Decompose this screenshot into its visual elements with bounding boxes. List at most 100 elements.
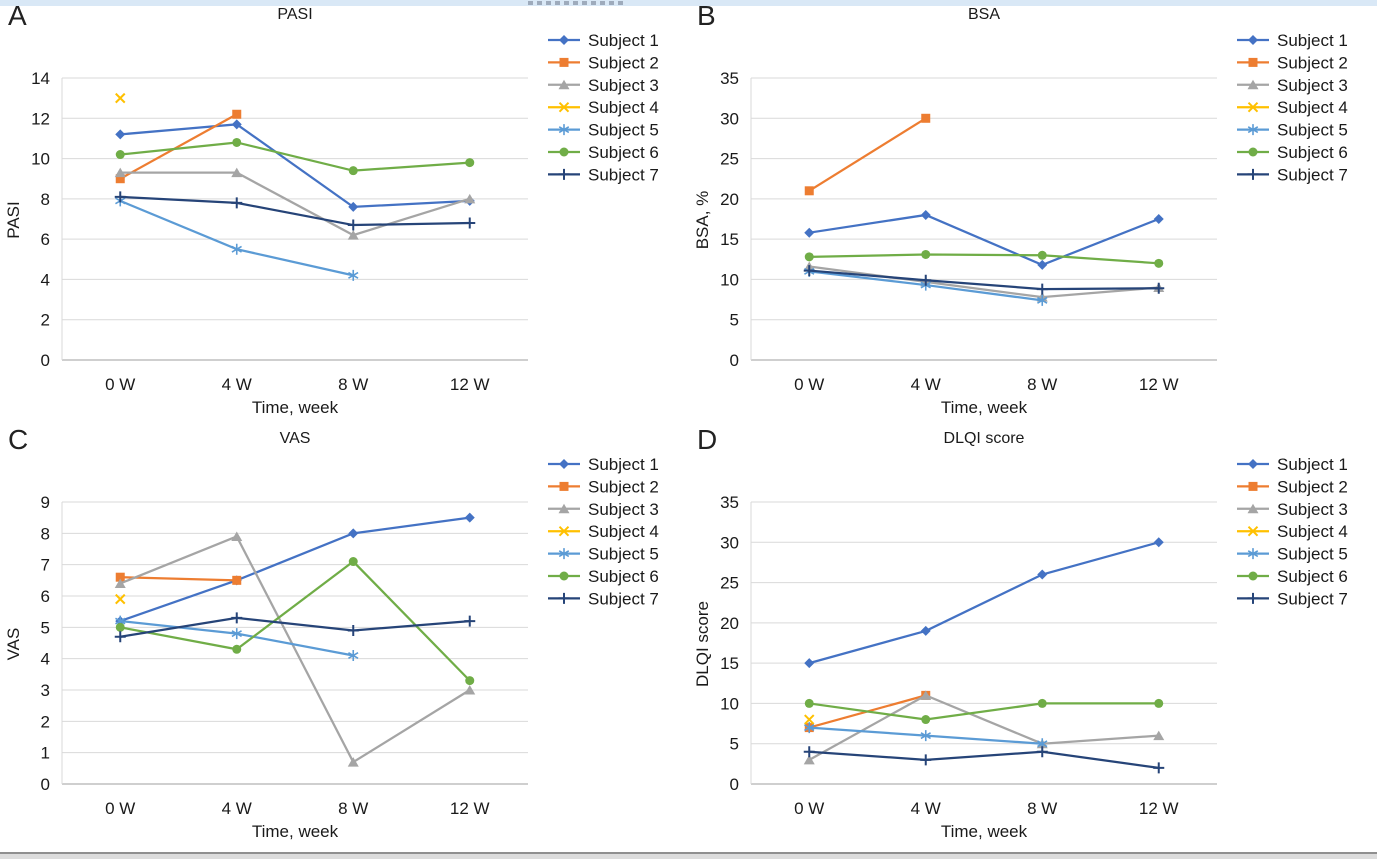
x-axis-title-pasi: Time, week	[251, 398, 339, 417]
y-tick-label: 8	[41, 524, 50, 543]
legend-item-subject-4: Subject 4	[548, 98, 659, 117]
data-point-subject-6	[348, 166, 358, 176]
data-point-subject-1	[1153, 214, 1164, 224]
square-legend-icon	[559, 481, 569, 491]
data-point-subject-1	[804, 227, 815, 238]
data-point-subject-6	[1154, 258, 1164, 268]
legend-item-subject-3: Subject 3	[1237, 76, 1348, 95]
y-tick-label: 0	[730, 775, 739, 794]
series-line-subject-6	[809, 702, 1159, 721]
series-line-subject-2	[120, 576, 237, 582]
data-point-subject-7	[347, 624, 359, 636]
y-tick-label: 10	[31, 150, 50, 169]
data-point-subject-2	[115, 174, 125, 184]
y-axis-title-dlqi: DLQI score	[693, 601, 712, 687]
panel-bsa: B BSA BSA, % Time, week 0 5 10 15 20 25 30 35 0 …	[689, 0, 1377, 429]
panel-letter-d: D	[697, 424, 718, 455]
y-tick-label: 5	[41, 618, 50, 637]
legend-item-subject-7: Subject 7	[1237, 589, 1348, 608]
x-tick-label: 12 W	[450, 375, 490, 394]
data-point-subject-6	[804, 698, 814, 708]
legend-label: Subject 4	[1277, 522, 1348, 541]
data-point-subject-6	[115, 622, 125, 632]
circle-legend-icon	[1248, 571, 1258, 581]
series-line-subject-3	[119, 535, 471, 764]
y-tick-label: 35	[720, 69, 739, 88]
asterisk-legend-icon	[558, 124, 570, 136]
diamond-legend-icon	[1248, 459, 1258, 469]
data-point-subject-6	[348, 557, 358, 567]
series-line-subject-3	[809, 265, 1159, 299]
x-tick-label: 4 W	[222, 375, 252, 394]
top-window-strip	[0, 0, 1377, 6]
series-line-subject-7	[120, 195, 470, 227]
legend-item-subject-3: Subject 3	[548, 76, 659, 95]
legend-label: Subject 2	[588, 53, 659, 72]
legend-item-subject-6: Subject 6	[1237, 567, 1348, 586]
legend-item-subject-1: Subject 1	[548, 455, 659, 474]
legend-label: Subject 6	[1277, 567, 1348, 586]
data-point-subject-1	[1037, 259, 1048, 270]
asterisk-legend-icon	[1247, 548, 1259, 560]
legend-label: Subject 2	[1277, 53, 1348, 72]
legend-label: Subject 5	[1277, 545, 1348, 564]
square-legend-icon	[559, 57, 569, 67]
square-legend-icon	[1248, 481, 1258, 491]
triangle-legend-icon	[558, 503, 570, 514]
x-legend-icon	[558, 101, 570, 113]
data-point-subject-1	[348, 528, 359, 539]
chart-title-dlqi: DLQI score	[943, 430, 1025, 447]
y-tick-label: 15	[720, 654, 739, 673]
data-point-subject-7	[1036, 283, 1048, 295]
x-legend-icon	[1247, 525, 1259, 537]
data-point-subject-6	[232, 644, 242, 654]
data-point-subject-2	[921, 113, 931, 123]
y-tick-label: 10	[720, 694, 739, 713]
legend-item-subject-2: Subject 2	[548, 53, 659, 72]
legend-item-subject-6: Subject 6	[548, 567, 659, 586]
x-axis-title-vas: Time, week	[251, 822, 339, 841]
data-point-subject-1	[231, 119, 242, 130]
triangle-legend-icon	[558, 79, 570, 90]
y-axis-title-pasi: PASI	[4, 201, 23, 239]
x-tick-label: 0 W	[105, 375, 135, 394]
x-legend-icon	[1247, 101, 1259, 113]
data-point-subject-1	[804, 658, 815, 669]
x-tick-label: 4 W	[911, 799, 941, 818]
series-line-subject-6	[120, 560, 471, 682]
x-tick-label: 8 W	[338, 799, 368, 818]
chart-canvas-pasi: 0 2 4 6 8 10 12 14 0 W 4 W 8 W 12 W Subject 1 Subject…	[31, 31, 659, 394]
data-point-subject-7	[1153, 762, 1165, 774]
legend-label: Subject 4	[588, 522, 659, 541]
chart-canvas-dlqi: 0 5 10 15 20 25 30 35 0 W 4 W 8 W 12 W Subject 1 Subj…	[720, 455, 1348, 818]
data-point-subject-4	[804, 714, 815, 725]
y-tick-label: 0	[41, 351, 50, 370]
series-line-subject-1	[809, 213, 1160, 267]
panel-vas: C VAS VAS Time, week 0 1 2 3 4 5 6 7 8 9 0 W 4 W 8 W…	[0, 424, 688, 853]
data-point-subject-7	[920, 274, 932, 286]
legend-item-subject-4: Subject 4	[1237, 98, 1348, 117]
data-point-subject-5	[348, 269, 359, 281]
legend-label: Subject 1	[588, 31, 659, 50]
x-tick-label: 0 W	[794, 799, 824, 818]
series-line-subject-7	[120, 616, 470, 638]
plus-legend-icon	[1247, 168, 1259, 180]
legend-item-subject-1: Subject 1	[1237, 455, 1348, 474]
legend-item-subject-2: Subject 2	[1237, 477, 1348, 496]
data-point-subject-7	[1036, 746, 1048, 758]
x-tick-label: 8 W	[1027, 375, 1057, 394]
y-tick-label: 6	[41, 587, 50, 606]
legend-item-subject-1: Subject 1	[1237, 31, 1348, 50]
plus-legend-icon	[558, 168, 570, 180]
plus-legend-icon	[1247, 592, 1259, 604]
data-point-subject-7	[347, 219, 359, 231]
data-point-subject-2	[232, 575, 242, 585]
plus-legend-icon	[558, 592, 570, 604]
chart-title-vas: VAS	[279, 430, 311, 447]
y-tick-label: 8	[41, 190, 50, 209]
data-point-subject-7	[920, 754, 932, 766]
data-point-subject-5	[1037, 294, 1048, 306]
chart-title-bsa: BSA	[967, 6, 1000, 23]
legend-label: Subject 6	[588, 567, 659, 586]
y-tick-label: 9	[41, 493, 50, 512]
